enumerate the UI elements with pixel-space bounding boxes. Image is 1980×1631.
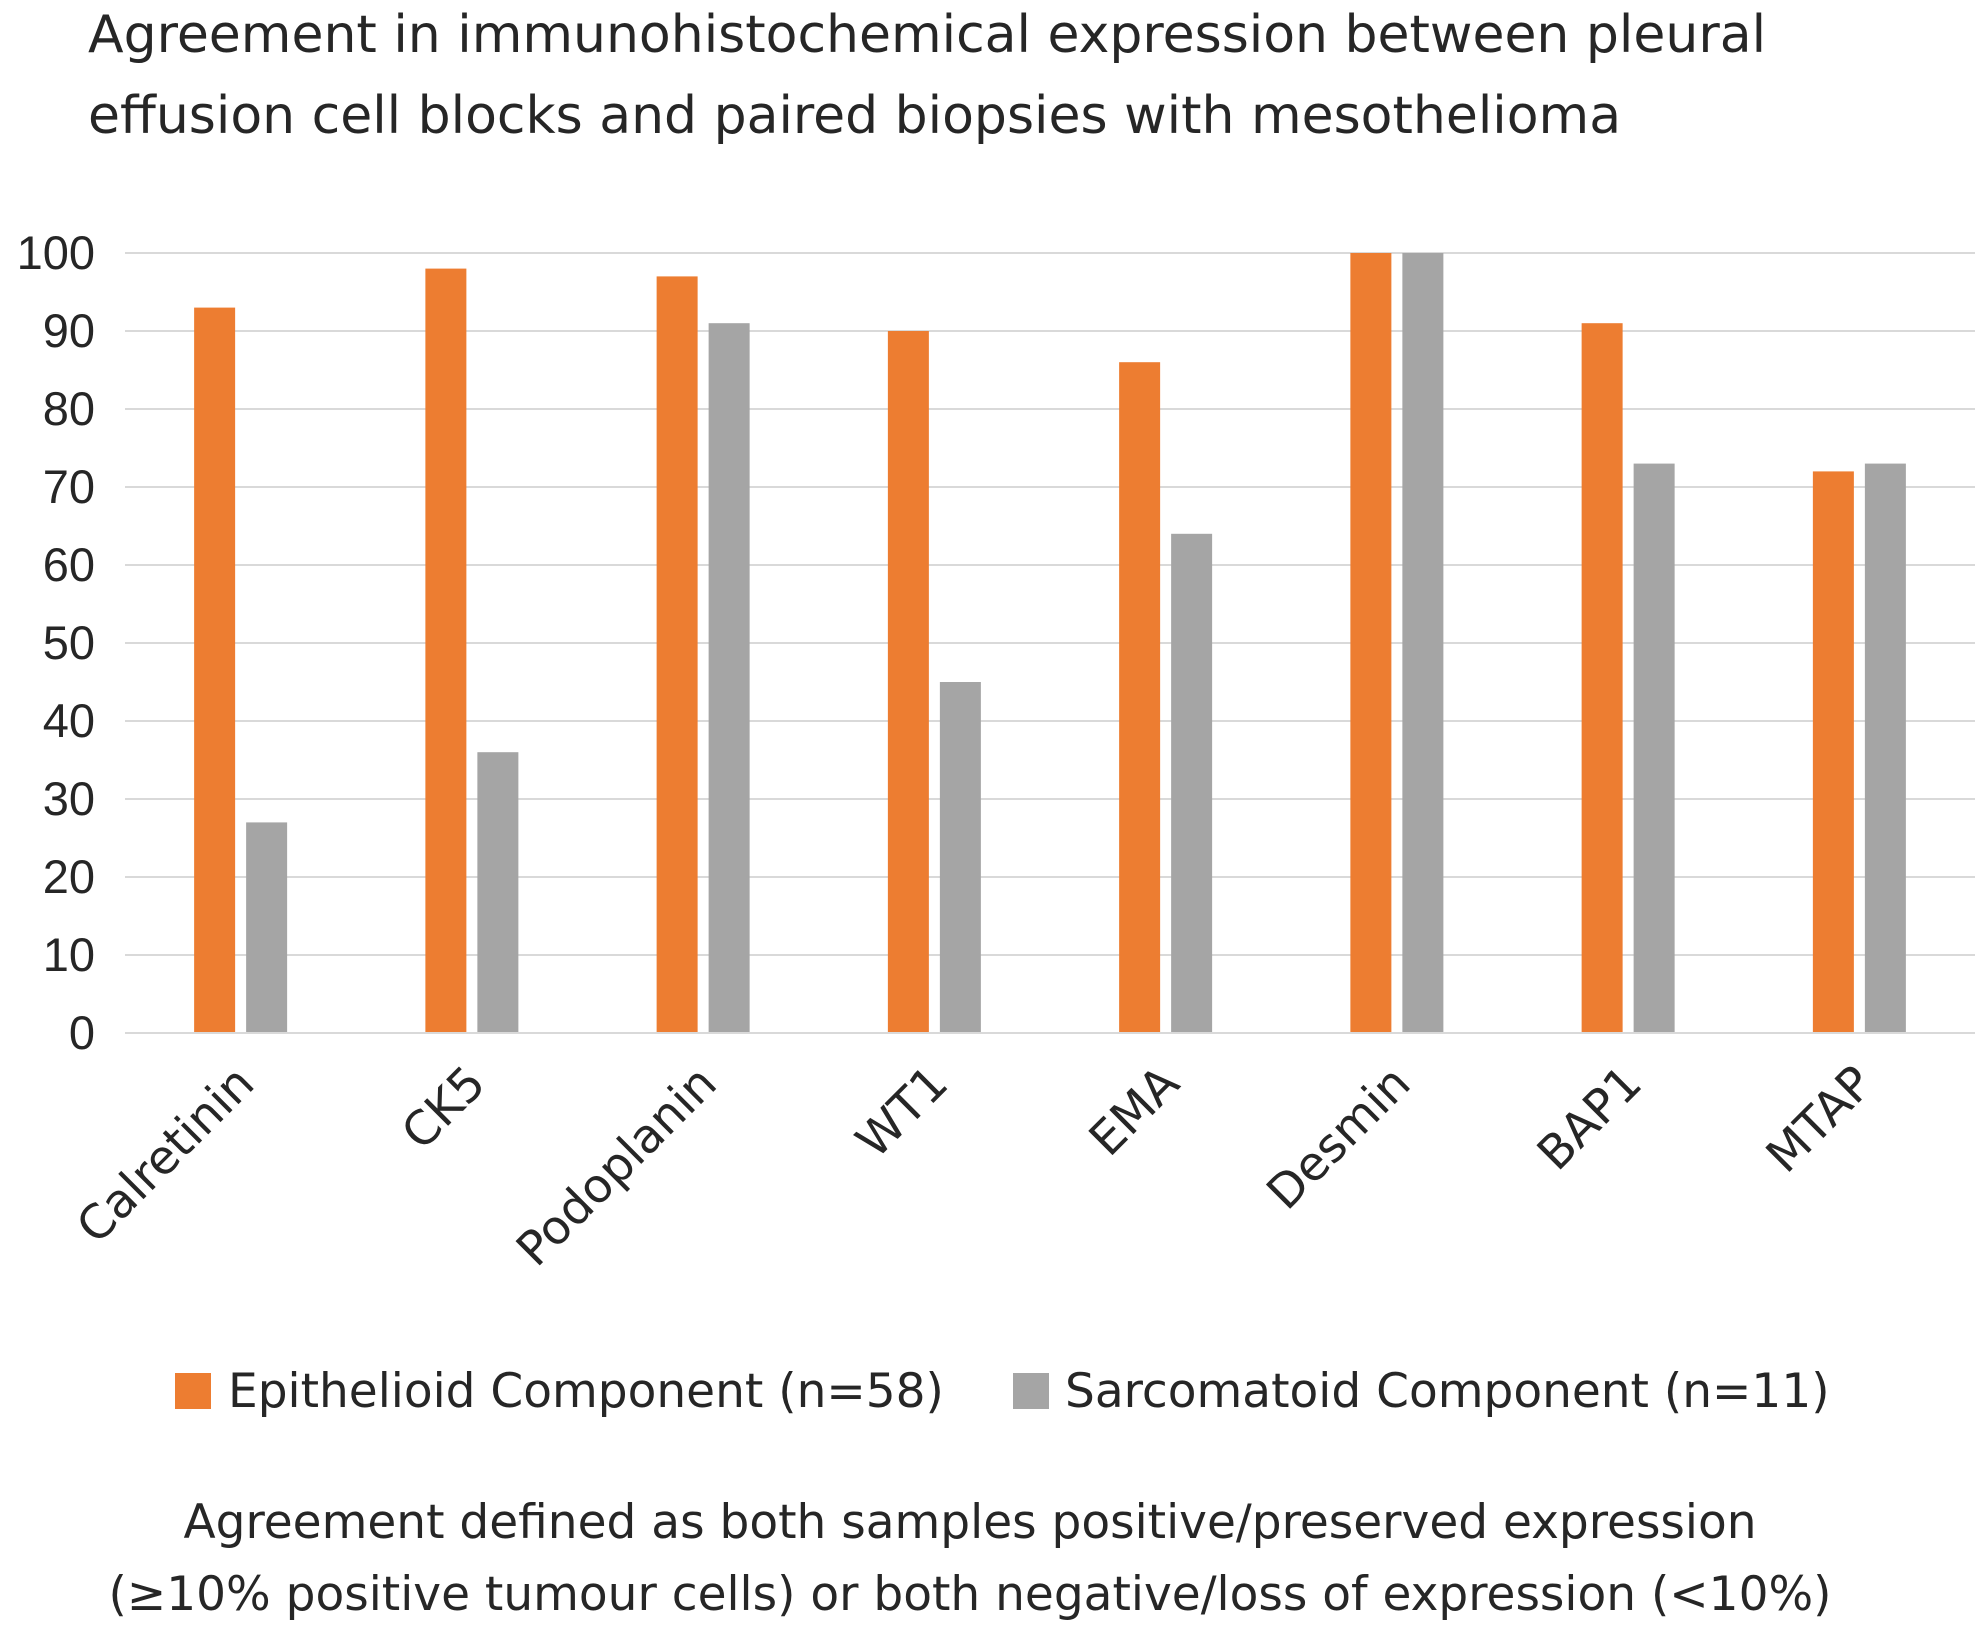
legend-swatch-epithelioid bbox=[175, 1373, 211, 1409]
y-axis-tick-labels: 0 10 20 30 40 50 60 70 80 90 100 bbox=[17, 226, 95, 1059]
bar-ema-epithelioid bbox=[1119, 362, 1161, 1033]
y-tick-label-20: 20 bbox=[43, 850, 95, 903]
x-tick-label-mtap: MTAP bbox=[1756, 1056, 1884, 1184]
x-tick-label-wt1: WT1 bbox=[846, 1056, 959, 1169]
chart-title: Agreement in immunohistochemical express… bbox=[88, 5, 1766, 146]
bar-desmin-epithelioid bbox=[1350, 253, 1392, 1033]
legend-label-sarcomatoid: Sarcomatoid Component (n=11) bbox=[1065, 1364, 1830, 1419]
x-axis-tick-labels: Calretinin CK5 Podoplanin WT1 EMA Desmin BAP1 M… bbox=[66, 1056, 1883, 1278]
legend: Epithelioid Component (n=58) Sarcomatoid… bbox=[175, 1364, 1830, 1419]
bar-bap1-epithelioid bbox=[1581, 323, 1623, 1033]
bar-ck5-sarcomatoid bbox=[477, 752, 519, 1033]
chart-title-line-2: effusion cell blocks and paired biopsies… bbox=[88, 86, 1621, 146]
bar-calretinin-sarcomatoid bbox=[246, 822, 288, 1033]
gridlines bbox=[125, 252, 1975, 956]
bar-wt1-epithelioid bbox=[887, 331, 929, 1033]
bar-podoplanin-sarcomatoid bbox=[708, 323, 750, 1033]
legend-label-epithelioid: Epithelioid Component (n=58) bbox=[228, 1364, 944, 1419]
bar-mtap-sarcomatoid bbox=[1864, 463, 1906, 1034]
y-tick-label-10: 10 bbox=[43, 928, 95, 981]
bar-ema-sarcomatoid bbox=[1171, 533, 1213, 1033]
y-tick-label-40: 40 bbox=[43, 694, 95, 747]
x-tick-label-desmin: Desmin bbox=[1256, 1056, 1421, 1221]
y-tick-label-0: 0 bbox=[69, 1006, 95, 1059]
bar-calretinin-epithelioid bbox=[194, 307, 236, 1034]
x-tick-label-ema: EMA bbox=[1079, 1056, 1190, 1167]
y-tick-label-30: 30 bbox=[43, 772, 95, 825]
footnote: Agreement defined as both samples positi… bbox=[109, 1495, 1832, 1622]
footnote-line-2: (≥10% positive tumour cells) or both neg… bbox=[109, 1567, 1832, 1622]
x-tick-label-podoplanin: Podoplanin bbox=[506, 1056, 728, 1278]
bar-podoplanin-epithelioid bbox=[656, 276, 698, 1033]
chart-title-line-1: Agreement in immunohistochemical express… bbox=[88, 5, 1766, 65]
y-tick-label-100: 100 bbox=[17, 226, 95, 279]
x-tick-label-ck5: CK5 bbox=[391, 1056, 496, 1161]
y-tick-label-60: 60 bbox=[43, 538, 95, 591]
bar-wt1-sarcomatoid bbox=[939, 682, 981, 1033]
footnote-line-1: Agreement defined as both samples positi… bbox=[183, 1495, 1756, 1550]
y-tick-label-50: 50 bbox=[43, 616, 95, 669]
x-tick-label-bap1: BAP1 bbox=[1527, 1056, 1653, 1182]
y-tick-label-80: 80 bbox=[43, 382, 95, 435]
y-tick-label-90: 90 bbox=[43, 304, 95, 357]
legend-swatch-sarcomatoid bbox=[1013, 1373, 1049, 1409]
bars bbox=[194, 253, 1906, 1034]
y-tick-label-70: 70 bbox=[43, 460, 95, 513]
bar-mtap-epithelioid bbox=[1812, 471, 1854, 1033]
x-tick-label-calretinin: Calretinin bbox=[66, 1056, 265, 1255]
bar-bap1-sarcomatoid bbox=[1633, 463, 1675, 1034]
bar-desmin-sarcomatoid bbox=[1402, 253, 1444, 1033]
bar-ck5-epithelioid bbox=[425, 268, 467, 1034]
